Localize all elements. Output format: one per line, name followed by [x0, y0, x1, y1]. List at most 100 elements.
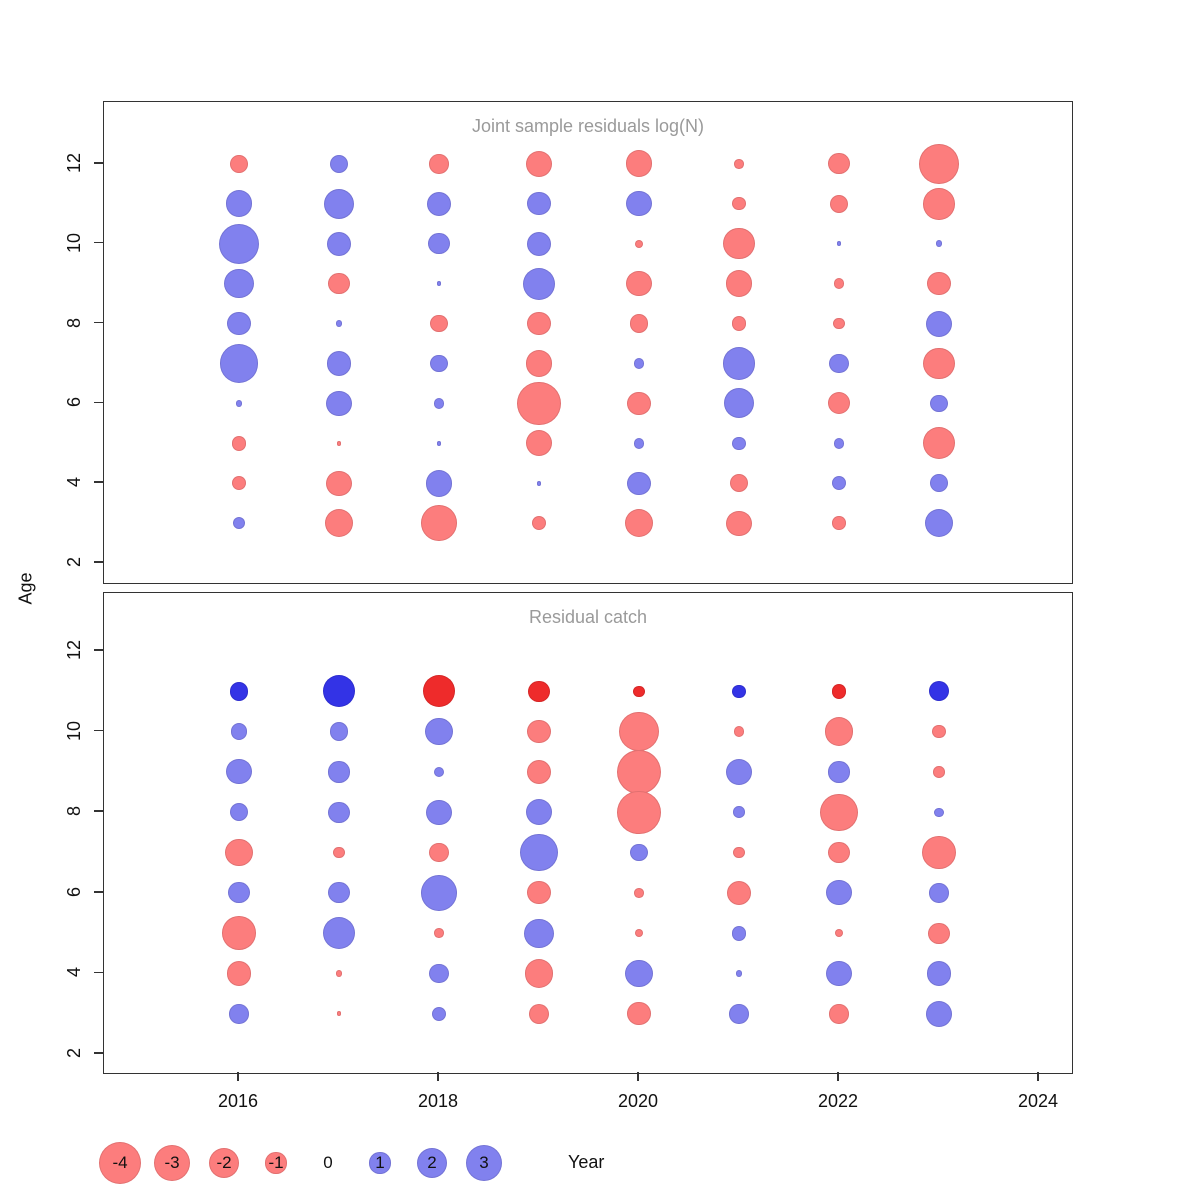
y-tick-mark [94, 401, 103, 404]
bubble-panel0-y2019-a8 [527, 311, 551, 336]
bubble-panel1-y2022-a6 [826, 880, 852, 906]
bubble-panel1-y2020-a8 [617, 790, 661, 834]
bubble-panel0-y2021-a4 [729, 474, 749, 493]
bubble-panel0-y2016-a11 [225, 190, 253, 218]
y-tick-mark [94, 729, 103, 732]
bubble-panel1-y2021-a3 [729, 1003, 749, 1024]
bubble-panel1-y2018-a6 [421, 875, 457, 911]
bubble-panel1-y2019-a6 [527, 881, 551, 905]
legend-value-label: -2 [216, 1153, 232, 1172]
bubble-panel1-y2018-a5 [434, 928, 444, 938]
bubble-panel0-y2018-a12 [429, 154, 449, 174]
bubble-panel1-y2021-a5 [731, 925, 747, 941]
legend-value-label: -4 [112, 1153, 128, 1172]
bubble-panel1-y2022-a8 [820, 793, 858, 831]
legend-value-label: 2 [427, 1153, 437, 1172]
bubble-panel1-y2022-a10 [824, 717, 854, 746]
bubble-panel1-y2023-a8 [934, 807, 944, 817]
panel-residual-catch: Residual catch [103, 592, 1073, 1074]
y-tick-label: 6 [63, 397, 84, 408]
bubble-panel0-y2023-a12 [919, 144, 959, 184]
legend-value-label: 3 [479, 1153, 489, 1172]
bubble-panel0-y2023-a11 [923, 188, 955, 220]
bubble-panel0-y2022-a3 [832, 516, 846, 530]
bubble-panel1-y2022-a4 [826, 960, 852, 986]
y-tick-mark [94, 810, 103, 812]
bubble-panel1-y2021-a8 [733, 806, 745, 819]
bubble-panel0-y2018-a4 [425, 469, 453, 497]
bubble-panel0-y2019-a11 [527, 192, 551, 216]
bubble-panel1-y2022-a7 [828, 841, 850, 864]
bubble-panel0-y2022-a11 [829, 194, 849, 213]
bubble-panel0-y2016-a9 [224, 269, 254, 299]
bubble-panel0-y2016-a6 [235, 400, 243, 407]
bubble-panel1-y2020-a9 [617, 749, 661, 794]
bubble-panel1-y2023-a11 [928, 681, 950, 702]
bubble-panel1-y2018-a10 [425, 717, 453, 746]
legend-circle [369, 1152, 391, 1174]
bubble-panel1-y2016-a6 [228, 882, 250, 904]
bubble-panel0-y2022-a7 [829, 353, 849, 374]
bubble-panel0-y2022-a5 [833, 437, 845, 449]
bubble-panel0-y2021-a10 [723, 227, 755, 260]
bubble-panel0-y2022-a9 [833, 278, 845, 289]
bubble-panel0-y2022-a6 [827, 392, 851, 415]
bubble-panel1-y2020-a7 [630, 843, 648, 862]
bubble-panel1-y2020-a6 [634, 888, 644, 898]
bubble-panel0-y2020-a11 [626, 191, 652, 217]
bubble-panel0-y2016-a4 [231, 476, 247, 491]
bubble-panel1-y2016-a8 [229, 803, 249, 822]
y-tick-mark [94, 321, 103, 324]
bubble-panel0-y2020-a9 [626, 271, 652, 297]
bubble-panel1-y2017-a9 [328, 761, 350, 783]
bubble-panel0-y2022-a12 [828, 153, 850, 175]
bubble-panel0-y2020-a7 [633, 358, 645, 369]
bubble-panel0-y2019-a9 [522, 267, 556, 300]
x-tick-mark [637, 1072, 639, 1081]
bubble-panel1-y2023-a5 [928, 922, 950, 944]
x-axis-label: Year [568, 1152, 605, 1172]
legend-value-label: 0 [323, 1153, 333, 1172]
bubble-panel0-y2017-a11 [324, 188, 354, 219]
bubble-panel0-y2021-a6 [724, 388, 754, 419]
x-tick-mark [237, 1072, 239, 1081]
bubble-panel0-y2018-a9 [436, 281, 442, 286]
y-tick-mark [94, 241, 103, 244]
bubble-panel1-y2018-a8 [426, 799, 452, 825]
bubble-panel0-y2023-a10 [935, 240, 943, 248]
bubble-panel1-y2016-a7 [225, 838, 253, 867]
panel-title: Residual catch [528, 607, 648, 627]
bubble-panel0-y2019-a3 [531, 516, 547, 531]
bubble-panel0-y2019-a6 [517, 381, 561, 426]
x-tick-mark [837, 1072, 839, 1081]
bubble-panel1-y2021-a9 [726, 758, 752, 785]
bubble-panel1-y2018-a7 [429, 842, 449, 863]
bubble-panel0-y2016-a12 [230, 155, 248, 173]
bubble-panel0-y2021-a7 [722, 347, 756, 380]
bubble-panel1-y2022-a9 [828, 761, 850, 783]
bubble-panel1-y2016-a9 [226, 759, 252, 785]
y-tick-label: 12 [63, 152, 84, 173]
bubble-panel1-y2018-a11 [422, 675, 456, 708]
bubble-panel1-y2023-a7 [922, 835, 956, 870]
bubble-panel0-y2017-a12 [329, 154, 349, 174]
panel-joint-sample-residuals: Joint sample residuals log(N) [103, 101, 1073, 584]
bubble-panel1-y2018-a9 [433, 766, 445, 778]
bubble-panel1-y2017-a6 [328, 882, 350, 904]
bubble-panel0-y2019-a7 [525, 350, 553, 377]
bubble-panel1-y2020-a10 [619, 712, 659, 752]
y-tick-mark [94, 162, 103, 164]
bubble-panel1-y2022-a3 [829, 1003, 849, 1024]
y-tick-label: 2 [63, 1048, 84, 1059]
bubble-panel0-y2021-a5 [732, 436, 746, 450]
legend-circle [209, 1148, 239, 1178]
legend-circle [265, 1152, 287, 1174]
y-tick-label: 10 [63, 720, 84, 741]
bubble-panel1-y2016-a5 [222, 916, 256, 950]
bubble-panel0-y2018-a5 [436, 440, 442, 446]
bubble-panel1-y2019-a8 [526, 799, 552, 826]
bubble-panel0-y2018-a3 [421, 505, 457, 541]
bubble-panel1-y2017-a3 [336, 1011, 342, 1017]
bubble-panel0-y2023-a4 [930, 474, 948, 493]
